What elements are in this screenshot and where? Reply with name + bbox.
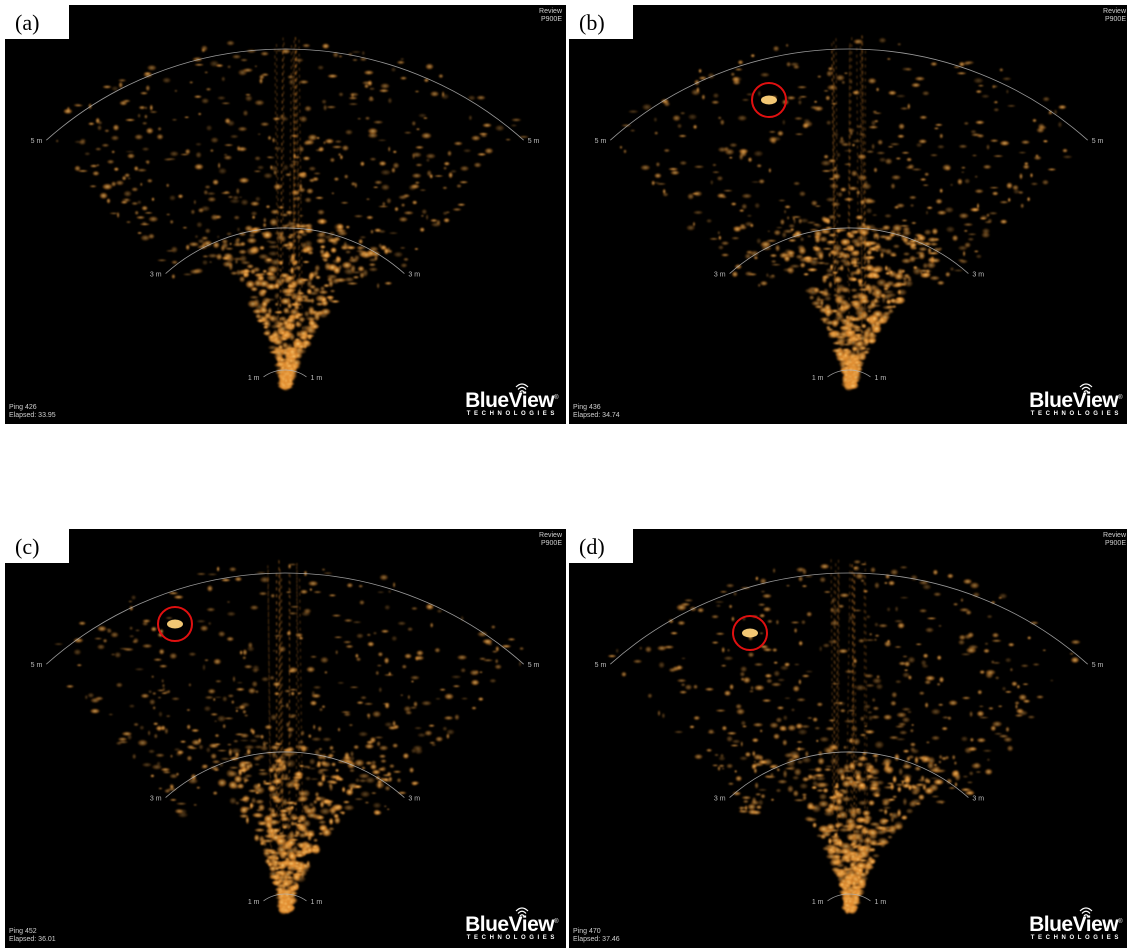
target-echo <box>742 629 758 638</box>
range-label-mid-right: 3 m <box>408 796 420 803</box>
mode-text: Review <box>1103 532 1126 540</box>
panel-label-box: (b) <box>569 5 633 39</box>
range-label-near-left: 1 m <box>248 375 260 382</box>
echo-field <box>608 559 1081 914</box>
range-label-near-right: 1 m <box>875 899 887 906</box>
logo-subtitle: TECHNOLOGIES <box>1031 411 1122 417</box>
logo-trademark: ® <box>554 395 558 401</box>
blueview-logo: BlueView® TECHNOLOGIES <box>1020 381 1124 421</box>
panel-label-box: (c) <box>5 529 69 563</box>
ping-text: Ping 452 <box>9 928 56 936</box>
model-text: P900E <box>539 16 562 24</box>
range-label-far-right: 5 m <box>528 662 540 669</box>
panel-label-box: (d) <box>569 529 633 563</box>
blueview-logo: BlueView® TECHNOLOGIES <box>456 381 560 421</box>
elapsed-text: Elapsed: 37.46 <box>573 936 620 944</box>
mode-text: Review <box>539 8 562 16</box>
range-label-near-right: 1 m <box>311 375 323 382</box>
range-label-mid-left: 3 m <box>714 796 726 803</box>
panel-label: (d) <box>579 534 605 560</box>
logo-wordmark: BlueView® <box>1029 389 1122 413</box>
sonar-panel-3: 1 m 1 m 3 m 3 m 5 m 5 m (c) Review P900E Ping… <box>5 529 566 948</box>
sonar-panel-2: 1 m 1 m 3 m 3 m 5 m 5 m (b) Review P900E Ping… <box>569 5 1127 424</box>
sonar-image: 1 m 1 m 3 m 3 m 5 m 5 m <box>569 5 1127 424</box>
blueview-logo: BlueView® TECHNOLOGIES <box>1020 905 1124 945</box>
logo-name: BlueView <box>1029 389 1118 412</box>
logo-subtitle: TECHNOLOGIES <box>467 411 558 417</box>
logo-name: BlueView <box>1029 913 1118 936</box>
model-text: P900E <box>539 540 562 548</box>
sonar-panel-4: 1 m 1 m 3 m 3 m 5 m 5 m (d) Review P900E Ping… <box>569 529 1127 948</box>
range-label-near-left: 1 m <box>248 899 260 906</box>
range-label-mid-right: 3 m <box>408 272 420 279</box>
ping-readout: Ping 426 Elapsed: 33.95 <box>9 404 56 420</box>
elapsed-text: Elapsed: 36.01 <box>9 936 56 944</box>
range-label-far-right: 5 m <box>528 138 540 145</box>
ping-text: Ping 470 <box>573 928 620 936</box>
mode-text: Review <box>1103 8 1126 16</box>
echo-field <box>54 560 524 915</box>
panel-label-box: (a) <box>5 5 69 39</box>
ping-text: Ping 436 <box>573 404 620 412</box>
mode-readout: Review P900E <box>539 532 562 548</box>
logo-name: BlueView <box>465 389 554 412</box>
mode-readout: Review P900E <box>1103 532 1126 548</box>
logo-name: BlueView <box>465 913 554 936</box>
blueview-logo: BlueView® TECHNOLOGIES <box>456 905 560 945</box>
ping-readout: Ping 436 Elapsed: 34.74 <box>573 404 620 420</box>
logo-trademark: ® <box>1118 919 1122 925</box>
ping-text: Ping 426 <box>9 404 56 412</box>
elapsed-text: Elapsed: 33.95 <box>9 412 56 420</box>
sonar-image: 1 m 1 m 3 m 3 m 5 m 5 m <box>5 5 566 424</box>
model-text: P900E <box>1103 16 1126 24</box>
model-text: P900E <box>1103 540 1126 548</box>
logo-wordmark: BlueView® <box>465 913 558 937</box>
range-label-mid-left: 3 m <box>150 796 162 803</box>
ping-readout: Ping 470 Elapsed: 37.46 <box>573 928 620 944</box>
echo-field <box>56 37 530 391</box>
range-label-far-right: 5 m <box>1092 138 1104 145</box>
mode-text: Review <box>539 532 562 540</box>
range-label-mid-right: 3 m <box>972 272 984 279</box>
range-label-mid-left: 3 m <box>714 272 726 279</box>
range-label-far-left: 5 m <box>31 662 43 669</box>
panel-label: (c) <box>15 534 39 560</box>
panel-label: (a) <box>15 10 39 36</box>
range-label-near-right: 1 m <box>311 899 323 906</box>
sonar-panel-1: 1 m 1 m 3 m 3 m 5 m 5 m (a) Review P900E Ping… <box>5 5 566 424</box>
sonar-image: 1 m 1 m 3 m 3 m 5 m 5 m <box>5 529 566 948</box>
range-label-mid-left: 3 m <box>150 272 162 279</box>
ping-readout: Ping 452 Elapsed: 36.01 <box>9 928 56 944</box>
range-label-far-left: 5 m <box>595 662 607 669</box>
logo-trademark: ® <box>1118 395 1122 401</box>
range-label-far-left: 5 m <box>595 138 607 145</box>
logo-subtitle: TECHNOLOGIES <box>1031 935 1122 941</box>
panel-label: (b) <box>579 10 605 36</box>
target-echo <box>761 96 777 105</box>
mode-readout: Review P900E <box>1103 8 1126 24</box>
mode-readout: Review P900E <box>539 8 562 24</box>
range-label-mid-right: 3 m <box>972 796 984 803</box>
logo-wordmark: BlueView® <box>1029 913 1122 937</box>
logo-wordmark: BlueView® <box>465 389 558 413</box>
elapsed-text: Elapsed: 34.74 <box>573 412 620 420</box>
echo-field <box>619 35 1072 391</box>
sonar-image: 1 m 1 m 3 m 3 m 5 m 5 m <box>569 529 1127 948</box>
range-label-near-left: 1 m <box>812 899 824 906</box>
target-echo <box>167 620 183 629</box>
range-label-near-right: 1 m <box>875 375 887 382</box>
range-label-far-right: 5 m <box>1092 662 1104 669</box>
range-label-near-left: 1 m <box>812 375 824 382</box>
logo-subtitle: TECHNOLOGIES <box>467 935 558 941</box>
range-label-far-left: 5 m <box>31 138 43 145</box>
logo-trademark: ® <box>554 919 558 925</box>
